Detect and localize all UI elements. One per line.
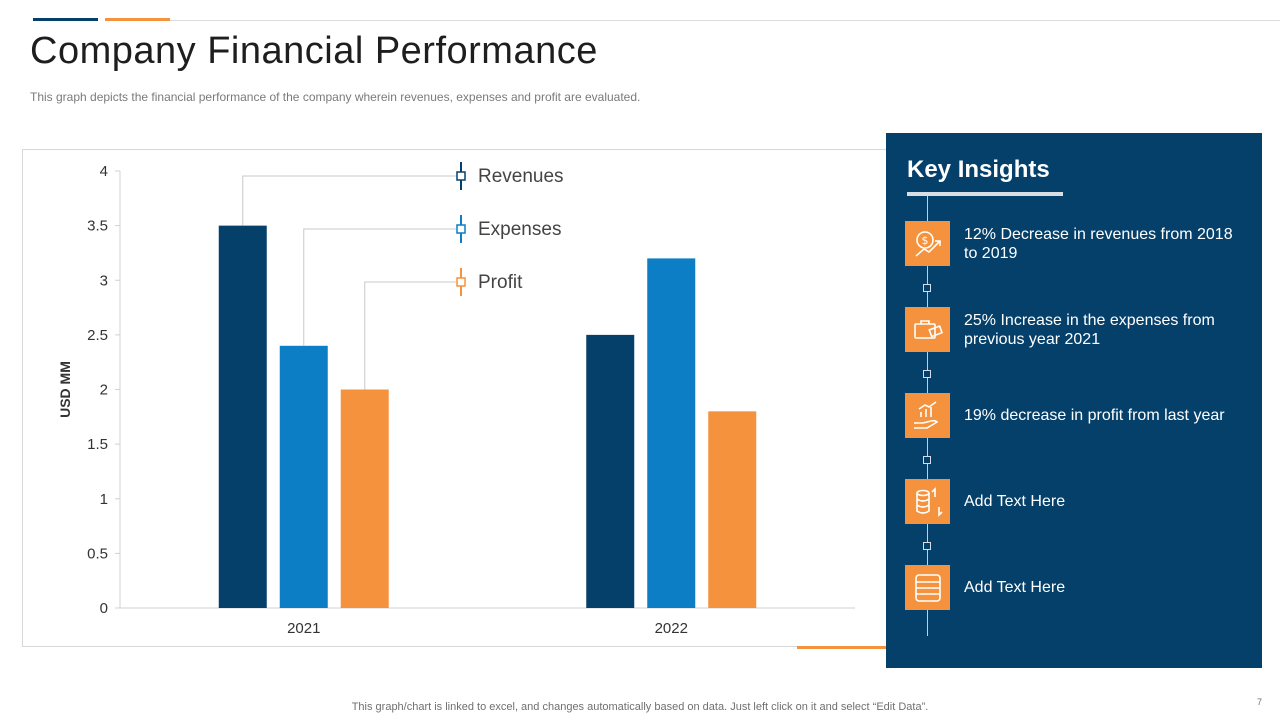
y-tick-label: 3 — [100, 272, 108, 289]
timeline-node — [923, 542, 931, 550]
chart-accent-underline — [797, 646, 887, 649]
page-number: 7 — [1257, 697, 1263, 707]
page-title: Company Financial Performance — [30, 30, 598, 72]
insight-text: 25% Increase in the expenses from previo… — [964, 311, 1215, 348]
hand-chart-icon — [905, 393, 950, 438]
y-tick-label: 4 — [100, 163, 108, 180]
bar-chart[interactable]: 0 0.5 1 1.5 2 2.5 3 3.5 4 USD MM 2021 2022 Revenues E… — [23, 150, 921, 646]
legend-label-profit: Profit — [478, 272, 523, 293]
legend-marker-box — [456, 277, 466, 287]
key-insights-panel: Key Insights $ 12% Decrease in revenues … — [886, 133, 1262, 668]
bar-profit-2022 — [708, 411, 757, 608]
y-tick-label: 3.5 — [87, 218, 108, 235]
chart-frame[interactable]: 0 0.5 1 1.5 2 2.5 3 3.5 4 USD MM 2021 2022 Revenues E… — [22, 149, 922, 647]
bar-expenses-2022 — [647, 258, 696, 608]
bar-revenues-2021 — [218, 225, 267, 608]
briefcase-money-icon — [905, 307, 950, 352]
footer-note: This graph/chart is linked to excel, and… — [351, 701, 929, 713]
y-tick-label: 0.5 — [87, 545, 108, 562]
accent-line-navy — [33, 18, 98, 21]
accent-line-orange — [105, 18, 170, 21]
insight-text: 12% Decrease in revenues from 2018 to 20… — [964, 225, 1233, 262]
timeline-node — [923, 370, 931, 378]
y-tick-label: 1.5 — [87, 436, 108, 453]
key-insights-underline — [907, 192, 1063, 196]
y-axis-title: USD MM — [57, 361, 73, 418]
y-tick-label: 2.5 — [87, 327, 108, 344]
legend-label-revenues: Revenues — [478, 166, 564, 187]
x-tick-label: 2021 — [287, 620, 320, 637]
y-tick-label: 1 — [100, 491, 108, 508]
x-tick-label: 2022 — [655, 620, 688, 637]
timeline-node — [923, 456, 931, 464]
server-stack-icon — [905, 565, 950, 610]
top-rule — [170, 20, 1280, 21]
insight-text: 19% decrease in profit from last year — [964, 407, 1225, 424]
legend-leader-line — [242, 175, 456, 226]
legend-leader-line — [364, 281, 456, 390]
legend-marker-box — [456, 171, 466, 181]
page-subtitle: This graph depicts the financial perform… — [30, 90, 641, 104]
legend-label-expenses: Expenses — [478, 219, 561, 240]
y-tick-label: 0 — [100, 600, 108, 617]
insight-text: Add Text Here — [964, 493, 1066, 510]
bar-profit-2021 — [340, 389, 389, 608]
money-growth-icon: $ — [905, 221, 950, 266]
legend-marker-box — [456, 224, 466, 234]
y-tick-label: 2 — [100, 382, 108, 399]
coins-arrows-icon — [905, 479, 950, 524]
legend-leader-line — [303, 228, 456, 346]
bar-expenses-2021 — [279, 345, 328, 608]
timeline-node — [923, 284, 931, 292]
key-insights-title: Key Insights — [907, 156, 1050, 183]
bar-revenues-2022 — [586, 334, 635, 608]
insight-text: Add Text Here — [964, 579, 1066, 596]
svg-text:$: $ — [921, 234, 928, 247]
